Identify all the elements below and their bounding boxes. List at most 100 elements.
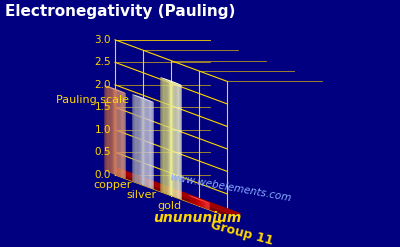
Polygon shape [197,198,198,206]
Polygon shape [136,96,137,183]
Polygon shape [152,102,153,189]
Polygon shape [171,81,172,196]
Polygon shape [137,96,138,183]
Polygon shape [195,198,196,205]
Polygon shape [160,77,182,85]
Polygon shape [132,94,154,102]
Polygon shape [140,97,141,184]
Polygon shape [166,79,167,194]
Polygon shape [176,83,177,198]
Polygon shape [105,86,106,171]
Text: www.webelements.com: www.webelements.com [168,172,292,203]
Polygon shape [145,99,146,186]
Polygon shape [188,195,210,203]
Text: 2.5: 2.5 [94,57,111,67]
Text: 1.5: 1.5 [94,102,111,112]
Polygon shape [148,100,149,187]
Polygon shape [141,98,142,185]
Polygon shape [135,95,136,183]
Polygon shape [201,200,202,207]
Polygon shape [115,89,116,175]
Polygon shape [189,196,190,203]
Polygon shape [167,80,168,194]
Polygon shape [205,202,206,209]
Polygon shape [147,100,148,187]
Polygon shape [138,96,139,184]
Polygon shape [123,92,124,178]
Text: 1.0: 1.0 [94,125,111,135]
Polygon shape [115,167,241,219]
Polygon shape [169,81,170,195]
Polygon shape [200,200,201,207]
Polygon shape [108,87,109,172]
Polygon shape [173,82,174,197]
Polygon shape [199,199,200,206]
Polygon shape [179,84,180,199]
Polygon shape [208,203,209,209]
Polygon shape [193,197,194,204]
Polygon shape [134,95,135,182]
Polygon shape [142,98,143,185]
Polygon shape [109,87,110,173]
Text: 0.5: 0.5 [94,147,111,157]
Polygon shape [121,92,122,177]
Text: 3.0: 3.0 [94,35,111,45]
Polygon shape [106,86,107,172]
Polygon shape [104,85,126,93]
Polygon shape [198,199,199,206]
Polygon shape [161,78,162,192]
Polygon shape [151,101,152,188]
Polygon shape [194,197,195,204]
Polygon shape [114,89,115,175]
Text: Pauling scale: Pauling scale [56,95,130,105]
Polygon shape [175,83,176,198]
Polygon shape [149,101,150,188]
Polygon shape [170,81,171,196]
Polygon shape [120,91,121,177]
Text: silver: silver [126,190,156,200]
Polygon shape [162,78,163,193]
Polygon shape [163,78,164,193]
Polygon shape [116,90,117,176]
Polygon shape [196,198,197,205]
Polygon shape [110,87,111,173]
Polygon shape [139,97,140,184]
Polygon shape [143,98,144,185]
Polygon shape [206,202,207,209]
Text: gold: gold [157,201,181,211]
Text: Group 11: Group 11 [208,218,274,247]
Polygon shape [124,93,125,178]
Polygon shape [174,82,175,197]
Polygon shape [115,167,241,222]
Polygon shape [202,200,203,207]
Text: unununium: unununium [153,211,241,225]
Polygon shape [113,88,114,174]
Polygon shape [191,196,192,203]
Polygon shape [164,79,165,193]
Polygon shape [144,99,145,186]
Polygon shape [118,90,119,176]
Polygon shape [133,95,134,182]
Text: Electronegativity (Pauling): Electronegativity (Pauling) [5,4,235,19]
Text: 0.0: 0.0 [95,170,111,180]
Polygon shape [168,80,169,195]
Polygon shape [111,88,112,174]
Polygon shape [190,196,191,203]
Polygon shape [107,86,108,172]
Polygon shape [165,79,166,194]
Polygon shape [178,84,179,199]
Text: 2.0: 2.0 [94,80,111,90]
Text: copper: copper [94,180,132,190]
Polygon shape [150,101,151,188]
Polygon shape [177,83,178,198]
Polygon shape [172,82,173,196]
Polygon shape [204,201,205,208]
Polygon shape [180,85,181,199]
Polygon shape [207,202,208,209]
Polygon shape [117,90,118,176]
Polygon shape [122,92,123,178]
Polygon shape [192,197,193,204]
Polygon shape [146,100,147,187]
Polygon shape [203,201,204,208]
Polygon shape [112,88,113,174]
